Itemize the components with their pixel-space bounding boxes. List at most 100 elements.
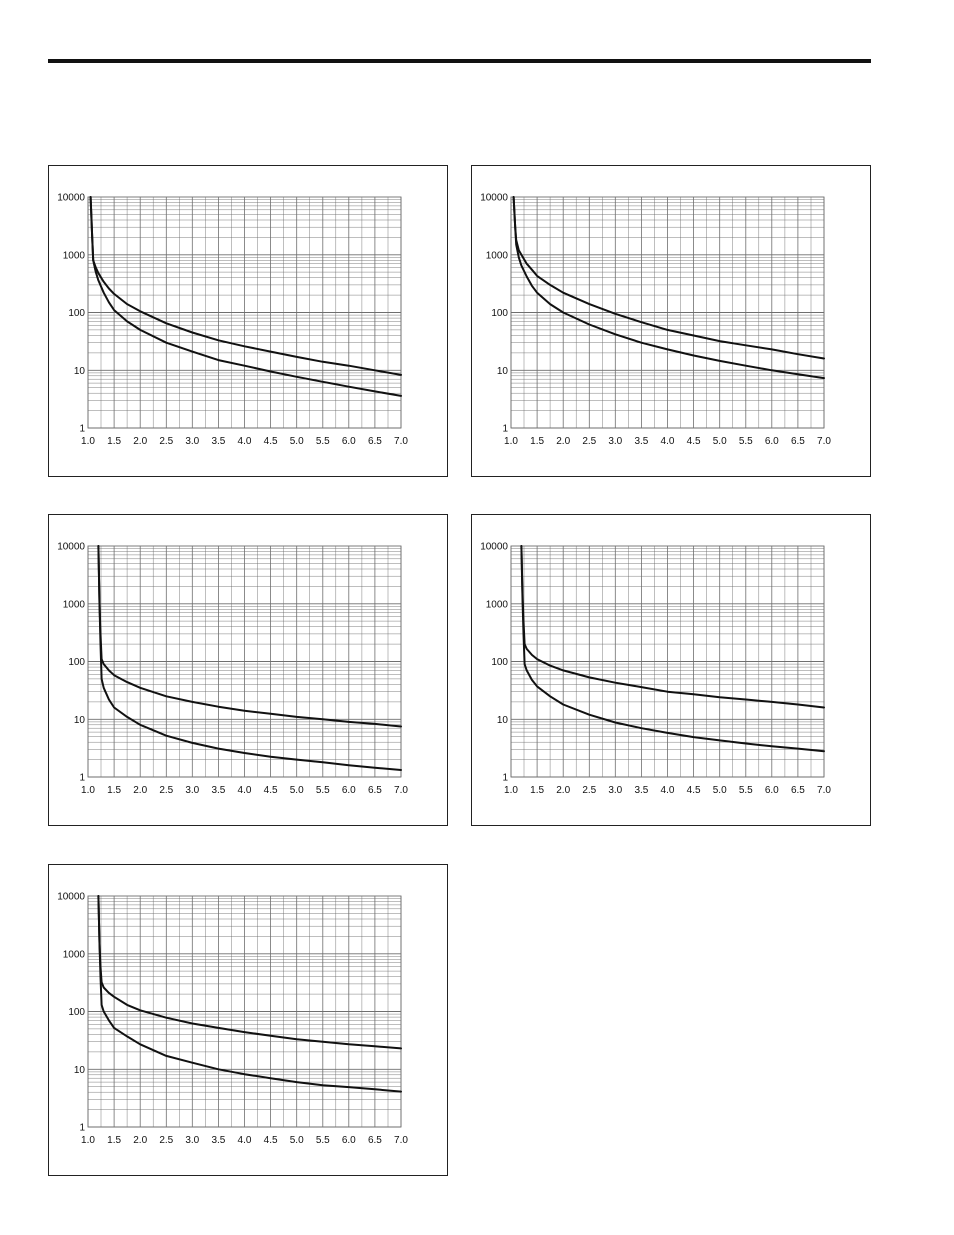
x-tick-label: 3.0 (185, 1135, 199, 1146)
y-tick-label: 10000 (57, 542, 85, 553)
y-tick-label: 10000 (480, 193, 508, 204)
chart-1-grid (87, 197, 402, 429)
x-tick-label: 6.0 (342, 1135, 356, 1146)
plot-area-frame (510, 196, 825, 429)
series-line-2 (89, 196, 402, 397)
x-tick-label: 4.5 (687, 785, 701, 796)
x-tick-label: 6.0 (765, 785, 779, 796)
x-tick-label: 1.5 (107, 436, 121, 447)
y-tick-label: 1 (79, 424, 85, 435)
series-line-2 (512, 196, 825, 380)
x-tick-label: 2.5 (159, 1135, 173, 1146)
chart-4-grid (510, 546, 825, 778)
x-tick-label: 6.5 (368, 1135, 382, 1146)
chart-panel-3: 1 10 100 1000 10000 1.0 1.5 2.0 2.5 3.0 3.5 4.0 4.5 5… (48, 514, 448, 826)
x-tick-label: 5.0 (713, 436, 727, 447)
chart-4-svg: 1 10 100 1000 10000 1.0 1.5 2.0 2.5 3.0 3.5 4.0 4.5 5… (480, 542, 831, 797)
x-tick-label: 1.0 (81, 436, 95, 447)
x-tick-label: 2.0 (556, 436, 570, 447)
x-tick-label: 1.5 (107, 785, 121, 796)
x-tick-label: 3.0 (185, 785, 199, 796)
plot-area-frame (87, 196, 402, 429)
chart-panel-2: 1 10 100 1000 10000 1.0 1.5 2.0 2.5 3.0 3.5 4.0 4.5 5… (471, 165, 871, 477)
y-tick-label: 1000 (63, 599, 86, 610)
x-tick-label: 6.5 (791, 785, 805, 796)
chart-2-svg: 1 10 100 1000 10000 1.0 1.5 2.0 2.5 3.0 3.5 4.0 4.5 5… (480, 193, 831, 448)
x-tick-label: 4.0 (661, 785, 675, 796)
series-line-1 (89, 196, 402, 376)
x-tick-label: 2.5 (159, 436, 173, 447)
x-tick-label: 4.0 (661, 436, 675, 447)
x-tick-label: 2.5 (159, 785, 173, 796)
x-tick-label: 2.0 (556, 785, 570, 796)
x-tick-label: 5.0 (290, 1135, 304, 1146)
y-tick-label: 1 (502, 424, 508, 435)
x-tick-label: 7.0 (394, 436, 408, 447)
x-tick-label: 4.5 (264, 1135, 278, 1146)
x-tick-label: 5.5 (316, 785, 330, 796)
chart-panel-4: 1 10 100 1000 10000 1.0 1.5 2.0 2.5 3.0 3.5 4.0 4.5 5… (471, 514, 871, 826)
x-tick-label: 6.5 (791, 436, 805, 447)
y-tick-label: 10 (497, 715, 509, 726)
x-tick-label: 7.0 (817, 785, 831, 796)
x-tick-label: 5.5 (739, 785, 753, 796)
y-tick-label: 10000 (57, 193, 85, 204)
x-tick-label: 1.0 (504, 785, 518, 796)
y-tick-label: 10000 (57, 892, 85, 903)
x-tick-label: 1.0 (504, 436, 518, 447)
x-tick-label: 4.0 (238, 1135, 252, 1146)
chart-3-svg: 1 10 100 1000 10000 1.0 1.5 2.0 2.5 3.0 3.5 4.0 4.5 5… (57, 542, 408, 797)
x-tick-label: 3.5 (634, 785, 648, 796)
x-tick-label: 4.5 (687, 436, 701, 447)
y-tick-label: 100 (68, 657, 85, 668)
series-line-2 (97, 545, 402, 771)
x-tick-label: 2.5 (582, 436, 596, 447)
y-tick-label: 10000 (480, 542, 508, 553)
x-tick-label: 5.5 (316, 1135, 330, 1146)
series-line-2 (520, 545, 825, 753)
x-tick-label: 1.5 (530, 785, 544, 796)
x-tick-label: 5.5 (739, 436, 753, 447)
chart-5-svg: 1 10 100 1000 10000 1.0 1.5 2.0 2.5 3.0 3.5 4.0 4.5 5… (57, 892, 408, 1147)
y-tick-label: 1 (502, 773, 508, 784)
x-tick-label: 5.0 (290, 436, 304, 447)
y-tick-label: 1000 (63, 949, 86, 960)
y-tick-label: 1 (79, 773, 85, 784)
plot-area-frame (87, 895, 402, 1128)
x-tick-label: 6.0 (342, 785, 356, 796)
y-tick-label: 1000 (63, 250, 86, 261)
chart-5-grid (87, 896, 402, 1128)
x-tick-label: 2.0 (133, 436, 147, 447)
x-tick-label: 2.0 (133, 1135, 147, 1146)
series-line-1 (512, 196, 825, 360)
x-tick-label: 1.0 (81, 785, 95, 796)
x-tick-label: 4.0 (238, 785, 252, 796)
x-tick-label: 1.0 (81, 1135, 95, 1146)
y-tick-label: 1000 (486, 250, 509, 261)
x-tick-label: 7.0 (817, 436, 831, 447)
y-tick-label: 100 (68, 308, 85, 319)
x-tick-label: 4.5 (264, 436, 278, 447)
x-tick-label: 6.5 (368, 436, 382, 447)
x-tick-label: 3.5 (211, 436, 225, 447)
x-tick-label: 3.5 (634, 436, 648, 447)
x-tick-label: 5.0 (713, 785, 727, 796)
chart-panel-1: 1 10 100 1000 10000 1.0 1.5 2.0 2.5 3.0 3.5 4.0 4.5 5… (48, 165, 448, 477)
x-tick-label: 5.0 (290, 785, 304, 796)
x-tick-label: 4.5 (264, 785, 278, 796)
y-tick-label: 1000 (486, 599, 509, 610)
plot-area-frame (510, 545, 825, 778)
x-tick-label: 6.0 (342, 436, 356, 447)
x-tick-label: 4.0 (238, 436, 252, 447)
y-tick-label: 100 (68, 1007, 85, 1018)
x-tick-label: 3.0 (608, 785, 622, 796)
x-tick-label: 3.0 (185, 436, 199, 447)
y-tick-label: 10 (74, 715, 86, 726)
x-tick-label: 6.0 (765, 436, 779, 447)
plot-area-frame (87, 545, 402, 778)
x-tick-label: 1.5 (530, 436, 544, 447)
y-tick-label: 100 (491, 657, 508, 668)
x-tick-label: 2.5 (582, 785, 596, 796)
y-tick-label: 10 (74, 366, 86, 377)
x-tick-label: 6.5 (368, 785, 382, 796)
